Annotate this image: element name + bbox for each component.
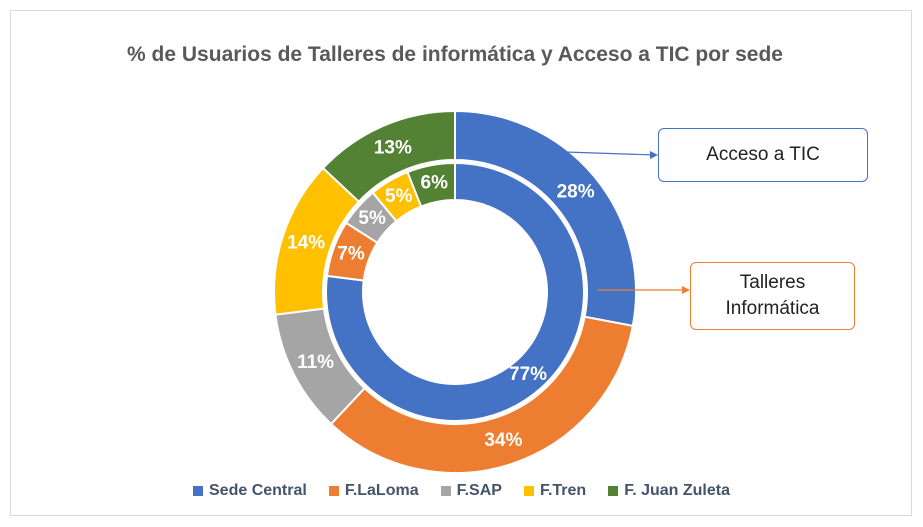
data-label: 7% [337, 244, 365, 265]
legend-swatch [193, 486, 203, 496]
legend-swatch [328, 486, 339, 496]
rings: 28% 34% 11% 14% 13% 77% 7% 5%5% 6% [273, 109, 637, 474]
ring-segment [321, 109, 456, 204]
ring-segment [325, 161, 585, 422]
data-label: 28% [557, 181, 595, 202]
data-label: 11% [297, 352, 334, 373]
data-label: 5% [385, 186, 413, 207]
legend-item: F.Tren [523, 482, 587, 500]
data-label: 5% [358, 208, 386, 229]
legend-label: F.SAP [456, 482, 502, 499]
legend: Sede Central F.LaLoma F.SAP F.Tren F. Juan Z… [0, 482, 923, 500]
chart-title: % de Usuarios de Talleres de informática… [127, 43, 783, 66]
series-callout: Talleres Informática [690, 262, 855, 330]
data-label: 6% [421, 172, 449, 193]
callout-arrow [564, 151, 656, 156]
callout-arrowhead [682, 286, 690, 294]
callout-arrowhead [650, 151, 658, 159]
legend-swatch [440, 486, 451, 496]
legend-item: Sede Central [193, 482, 307, 500]
legend-label: F.Tren [539, 482, 587, 499]
legend-item: F.LaLoma [328, 482, 419, 500]
legend-item: F.SAP [440, 482, 502, 500]
legend-item: F. Juan Zuleta [608, 482, 730, 500]
legend-label: Sede Central [209, 482, 307, 499]
data-label: 34% [484, 430, 522, 451]
series-callout: Acceso a TIC [658, 128, 868, 182]
ring-segment [406, 161, 456, 208]
ring-segment [329, 315, 634, 474]
data-label: 77% [509, 364, 547, 385]
legend-swatch [523, 486, 534, 496]
legend-label: F.LaLoma [344, 482, 419, 499]
legend-label: F. Juan Zuleta [624, 482, 730, 499]
data-label: 14% [287, 233, 325, 254]
data-label: 13% [374, 137, 412, 158]
legend-swatch [608, 486, 619, 496]
